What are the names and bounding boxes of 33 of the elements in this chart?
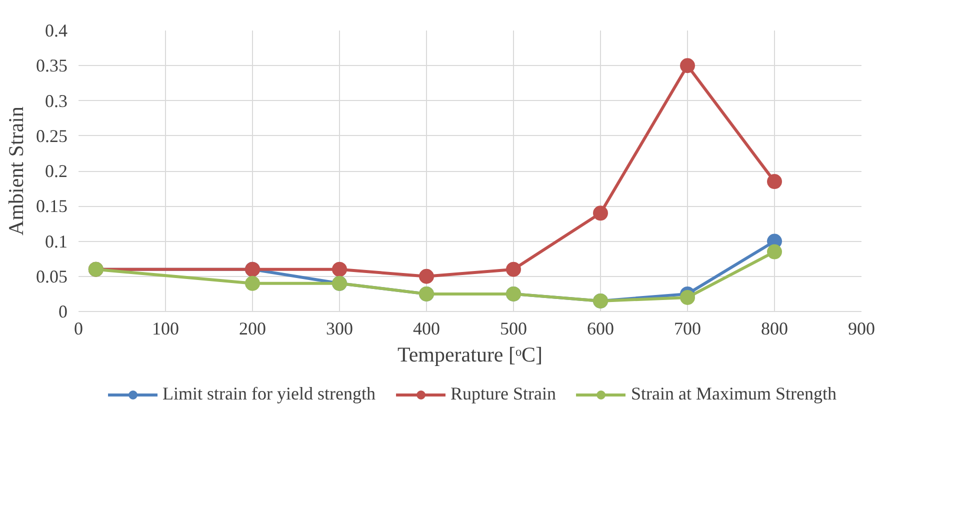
point [245,276,260,291]
y-tick-label: 0.05 [36,266,68,286]
point [419,268,434,284]
point [680,58,695,74]
x-tick-label: 400 [413,318,440,338]
x-tick-label: 600 [587,318,614,338]
x-tick-label: 300 [326,318,353,338]
y-tick-label: 0.35 [36,56,68,76]
legend-label: Limit strain for yield strength [162,384,376,404]
y-tick-label: 0.4 [45,20,68,40]
y-axis-title: Ambient Strain [4,106,28,236]
x-tick-label: 800 [761,318,788,338]
y-tick-label: 0.2 [45,161,68,181]
x-axis-title: Temperature [ᵒC] [397,342,543,366]
x-tick-label: 500 [500,318,527,338]
y-tick-label: 0.1 [45,231,68,252]
point [767,174,782,190]
x-tick-label: 0 [74,318,83,338]
x-tick-label: 100 [152,318,179,338]
y-tick-label: 0.3 [45,90,68,111]
y-tick-label: 0.25 [36,126,68,146]
point [506,262,521,277]
point [680,290,695,305]
x-tick-label: 700 [674,318,701,338]
legend-label: Strain at Maximum Strength [630,384,836,404]
x-tick-label: 200 [239,318,266,338]
legend-label: Rupture Strain [450,384,556,404]
point [593,206,608,221]
point [332,262,347,277]
point [767,244,782,260]
y-tick-label: 0 [58,302,68,322]
y-tick-label: 0.15 [36,196,68,216]
x-tick-label: 900 [848,318,875,338]
